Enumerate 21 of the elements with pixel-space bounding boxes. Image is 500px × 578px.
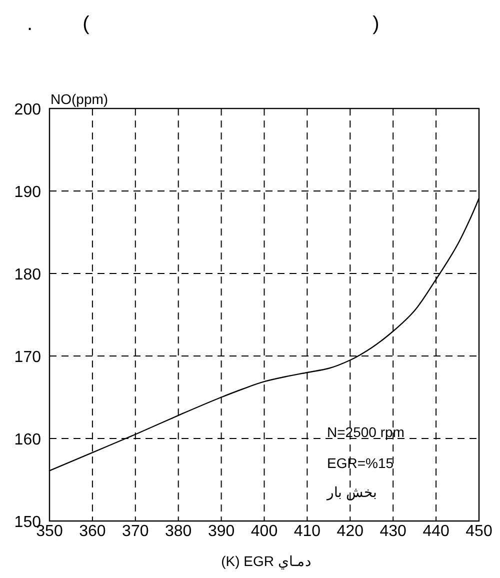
annotation: EGR=%15: [327, 455, 394, 471]
x-tick-label: 370: [122, 523, 149, 540]
x-tick-label: 440: [422, 523, 450, 540]
y-tick-label: 160: [14, 432, 42, 448]
x-tick-label: 450: [466, 523, 492, 540]
x-tick-label: 390: [208, 523, 235, 540]
y-tick-label: 200: [14, 102, 42, 118]
y-tick-label: 170: [14, 349, 42, 366]
x-tick-label: 430: [380, 523, 407, 540]
annotation: بخش بار: [326, 484, 377, 501]
annotation: N=2500 rpm: [327, 424, 404, 440]
y-tick-label: 180: [14, 266, 42, 284]
x-tick-label: 410: [294, 523, 321, 540]
x-tick-label: 420: [336, 523, 364, 540]
y-tick-label: 190: [14, 184, 42, 201]
y-axis-title: NO(ppm): [50, 91, 108, 107]
chart-title: . ( ): [27, 13, 380, 35]
x-tick-label: 360: [79, 523, 106, 540]
x-axis-title: (K) EGR دمـاي: [221, 553, 311, 569]
x-tick-label: 400: [250, 523, 278, 540]
x-tick-label: 380: [165, 523, 192, 540]
